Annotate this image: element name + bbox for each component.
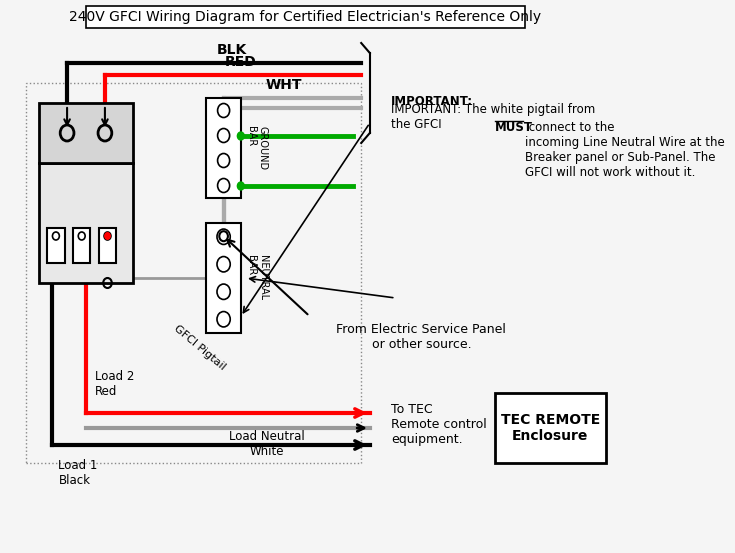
Circle shape xyxy=(237,182,244,190)
Text: To TEC
Remote control
equipment.: To TEC Remote control equipment. xyxy=(391,403,487,446)
Text: Load Neutral
White: Load Neutral White xyxy=(229,430,304,458)
Bar xyxy=(495,393,606,463)
Text: 240V GFCI Wiring Diagram for Certified Electrician's Reference Only: 240V GFCI Wiring Diagram for Certified E… xyxy=(69,10,542,24)
Text: TEC REMOTE
Enclosure: TEC REMOTE Enclosure xyxy=(501,413,600,443)
Bar xyxy=(39,103,133,163)
Text: GFCI Pigtail: GFCI Pigtail xyxy=(172,323,227,372)
Text: From Electric Service Panel
or other source.: From Electric Service Panel or other sou… xyxy=(337,323,506,351)
Text: MUST: MUST xyxy=(495,121,533,134)
Text: IMPORTANT: The white pigtail from
the GFCI: IMPORTANT: The white pigtail from the GF… xyxy=(391,103,595,131)
Text: Load 1
Black: Load 1 Black xyxy=(59,459,98,487)
Text: WHT: WHT xyxy=(265,78,302,92)
Text: GROUND
BAR: GROUND BAR xyxy=(246,126,268,170)
Circle shape xyxy=(237,132,244,140)
Bar xyxy=(207,223,241,333)
Bar xyxy=(207,98,241,198)
Text: IMPORTANT:: IMPORTANT: xyxy=(391,95,473,108)
Text: BLK: BLK xyxy=(217,43,248,57)
Text: Load 2
Red: Load 2 Red xyxy=(95,370,134,398)
Bar xyxy=(39,163,133,283)
Bar xyxy=(99,228,116,263)
Text: connect to the
incoming Line Neutral Wire at the
Breaker panel or Sub-Panel. The: connect to the incoming Line Neutral Wir… xyxy=(525,121,725,179)
Text: RED: RED xyxy=(225,55,257,69)
Circle shape xyxy=(104,232,111,240)
Text: NEUTRAL
BAR: NEUTRAL BAR xyxy=(246,255,268,301)
Bar xyxy=(73,228,90,263)
FancyBboxPatch shape xyxy=(86,6,525,28)
Bar xyxy=(47,228,65,263)
